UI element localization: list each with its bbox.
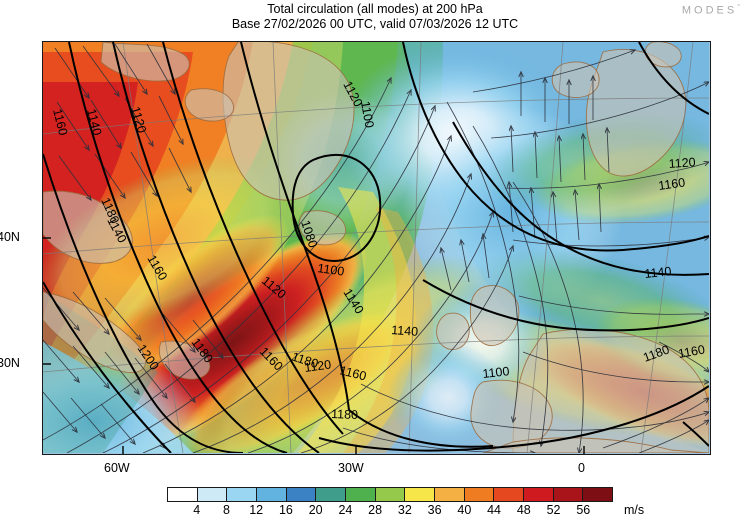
contour-1180 [318, 385, 709, 452]
colorbar-tick-40: 40 [457, 503, 472, 517]
colorbar-cell-5 [316, 488, 347, 501]
chart-title: Total circulation (all modes) at 200 hPa… [0, 2, 750, 32]
colorbar-cell-12 [524, 488, 554, 501]
lon-label-60w: 60W [104, 461, 130, 475]
contour-1080 [291, 154, 382, 262]
colorbar-tick-56: 56 [576, 503, 591, 517]
svg-text:1100: 1100 [317, 261, 346, 279]
colorbar-cell-3 [257, 488, 287, 501]
svg-text:1180: 1180 [331, 407, 358, 422]
svg-text:1140: 1140 [391, 323, 419, 339]
contour-1100 [240, 42, 350, 411]
colorbar-tick-32: 32 [397, 503, 412, 517]
svg-text:1140: 1140 [84, 107, 104, 137]
colorbar-cell-8 [405, 488, 436, 501]
colorbar-tick-8: 8 [222, 503, 230, 517]
colorbar-ticks: 4 8 12 16 20 24 28 32 36 40 44 48 52 56 [167, 503, 613, 517]
colorbar-tick-36: 36 [427, 503, 442, 517]
colorbar-cell-14 [583, 488, 613, 501]
colorbar-cell-6 [346, 488, 376, 501]
contour-1140 [452, 121, 709, 276]
brand-name: MODES [681, 4, 738, 17]
svg-text:1160: 1160 [677, 342, 706, 360]
svg-text:1120: 1120 [668, 155, 696, 171]
lat-label-30n: 30N [0, 356, 20, 370]
contour-1160 [422, 279, 709, 332]
map-plot-area: 1080 1100 1100 1100 1120 1120 1120 1120 … [42, 41, 711, 455]
svg-text:1100: 1100 [482, 364, 510, 381]
colorbar-tick-4: 4 [193, 503, 201, 517]
colorbar-cell-10 [464, 488, 495, 501]
colorbar-cell-11 [494, 488, 525, 501]
svg-text:1100: 1100 [358, 100, 376, 129]
lat-label-40n: 40N [0, 230, 20, 244]
height-contours [43, 42, 709, 453]
colorbar-cell-2 [227, 488, 258, 501]
svg-text:1160: 1160 [338, 363, 368, 383]
contour-1120 [402, 42, 709, 252]
colorbar [167, 487, 613, 502]
lon-label-0: 0 [578, 461, 585, 475]
colorbar-tick-48: 48 [516, 503, 531, 517]
svg-text:1160: 1160 [50, 107, 70, 137]
lon-label-30w: 30W [338, 461, 364, 475]
colorbar-tick-44: 44 [487, 503, 502, 517]
modes-logo: MODES° [682, 4, 740, 17]
colorbar-cell-13 [553, 488, 584, 501]
title-line-1: Total circulation (all modes) at 200 hPa [267, 2, 483, 16]
colorbar-cell-7 [375, 488, 406, 501]
brand-mark: ° [737, 4, 740, 11]
colorbar-unit-label: m/s [624, 503, 645, 517]
colorbar-tick-12: 12 [249, 503, 264, 517]
map-canvas: 1080 1100 1100 1100 1120 1120 1120 1120 … [43, 42, 709, 453]
colorbar-tick-52: 52 [546, 503, 561, 517]
svg-text:1160: 1160 [657, 175, 686, 193]
colorbar-tick-20: 20 [308, 503, 323, 517]
svg-text:1120: 1120 [303, 357, 332, 375]
colorbar-cell-1 [197, 488, 228, 501]
colorbar-tick-24: 24 [338, 503, 353, 517]
colorbar-cell-4 [286, 488, 317, 501]
colorbar-cell-0 [168, 488, 198, 501]
colorbar-cell-9 [435, 488, 465, 501]
streamlines [43, 43, 709, 453]
svg-text:1140: 1140 [644, 264, 672, 281]
colorbar-tick-16: 16 [278, 503, 293, 517]
title-line-2: Base 27/02/2026 00 UTC, valid 07/03/2026… [231, 17, 519, 31]
colorbar-tick-28: 28 [368, 503, 383, 517]
